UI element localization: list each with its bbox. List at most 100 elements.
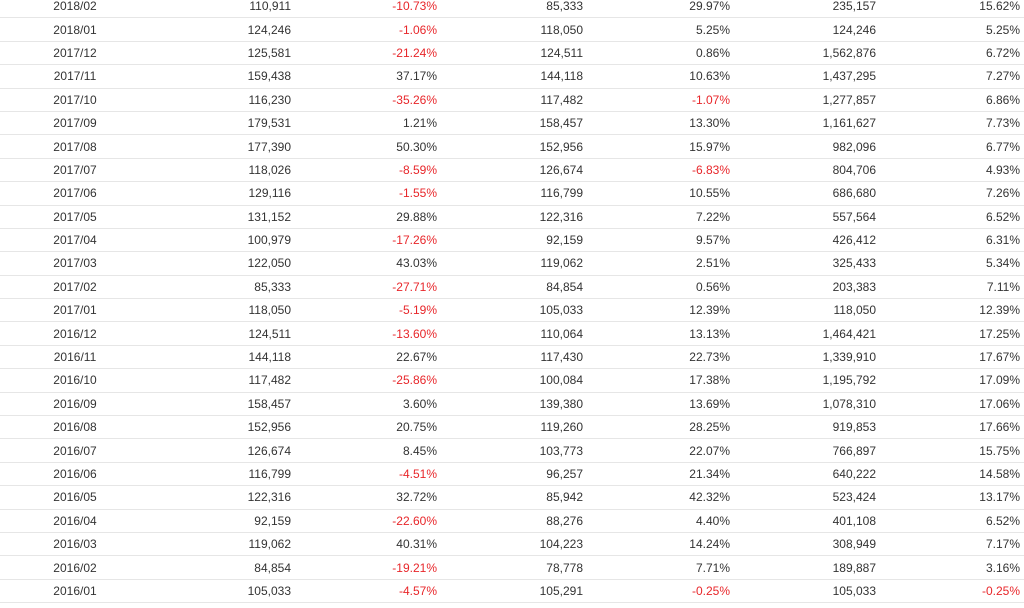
compare-change-cell: 29.97% [587,0,734,19]
cumulative-change-cell: 15.75% [880,438,1024,463]
compare-change-cell: -0.25% [587,579,734,604]
month-cell: 2016/03 [0,532,150,557]
compare-change-cell: 7.71% [587,555,734,580]
change-cell: 37.17% [295,64,441,89]
cumulative-change-cell: 17.06% [880,392,1024,417]
cumulative-change-cell: 17.66% [880,415,1024,440]
value-cell: 84,854 [150,555,295,580]
value-cell: 125,581 [150,41,295,66]
cumulative-cell: 557,564 [734,205,880,229]
value-cell: 105,033 [150,579,295,604]
table-row: 2018/02 110,911 -10.73% 85,333 29.97% 235,157… [0,0,1024,19]
cumulative-cell: 919,853 [734,415,880,440]
compare-value-cell: 103,773 [441,438,587,463]
change-cell: -4.51% [295,462,441,487]
value-cell: 126,674 [150,438,295,463]
table-row: 2016/10 117,482 -25.86% 100,084 17.38% 1,195,… [0,368,1024,393]
change-cell: -1.06% [295,17,441,42]
table-row: 2016/11 144,118 22.67% 117,430 22.73% 1,339,9… [0,345,1024,370]
month-cell: 2016/07 [0,438,150,463]
month-cell: 2016/02 [0,555,150,580]
table-row: 2017/11 159,438 37.17% 144,118 10.63% 1,437,2… [0,64,1024,89]
compare-value-cell: 119,062 [441,251,587,276]
change-cell: 20.75% [295,415,441,440]
compare-change-cell: -1.07% [587,88,734,112]
change-cell: 43.03% [295,251,441,276]
table-row: 2017/09 179,531 1.21% 158,457 13.30% 1,161,62… [0,111,1024,136]
change-cell: -1.55% [295,181,441,206]
table-row: 2017/08 177,390 50.30% 152,956 15.97% 982,096… [0,134,1024,159]
cumulative-cell: 982,096 [734,134,880,159]
compare-change-cell: 5.25% [587,17,734,42]
table-row: 2017/01 118,050 -5.19% 105,033 12.39% 118,050… [0,298,1024,323]
table-row: 2017/04 100,979 -17.26% 92,159 9.57% 426,412 6… [0,228,1024,253]
compare-value-cell: 100,084 [441,368,587,393]
cumulative-change-cell: 4.93% [880,158,1024,183]
table-row: 2017/06 129,116 -1.55% 116,799 10.55% 686,680… [0,181,1024,206]
change-cell: 32.72% [295,485,441,510]
table-row: 2017/12 125,581 -21.24% 124,511 0.86% 1,562,8… [0,41,1024,66]
cumulative-cell: 1,277,857 [734,88,880,112]
month-cell: 2018/02 [0,0,150,19]
cumulative-cell: 1,562,876 [734,41,880,66]
cumulative-change-cell: 12.39% [880,298,1024,323]
change-cell: 50.30% [295,134,441,159]
cumulative-change-cell: 6.31% [880,228,1024,253]
cumulative-cell: 1,161,627 [734,111,880,136]
month-cell: 2016/10 [0,368,150,393]
table-row: 2018/01 124,246 -1.06% 118,050 5.25% 124,246 5… [0,17,1024,42]
value-cell: 152,956 [150,415,295,440]
change-cell: -22.60% [295,509,441,533]
compare-value-cell: 105,291 [441,579,587,604]
month-cell: 2017/03 [0,251,150,276]
change-cell: -13.60% [295,321,441,346]
table-row: 2017/02 85,333 -27.71% 84,854 0.56% 203,383 7.… [0,275,1024,300]
compare-value-cell: 78,778 [441,555,587,580]
cumulative-change-cell: 5.25% [880,17,1024,42]
cumulative-cell: 124,246 [734,17,880,42]
table-row: 2016/07 126,674 8.45% 103,773 22.07% 766,897 1… [0,438,1024,463]
table-row: 2016/01 105,033 -4.57% 105,291 -0.25% 105,033… [0,579,1024,604]
compare-value-cell: 85,942 [441,485,587,510]
compare-change-cell: 21.34% [587,462,734,487]
compare-value-cell: 117,482 [441,88,587,112]
value-cell: 144,118 [150,345,295,370]
table-row: 2017/07 118,026 -8.59% 126,674 -6.83% 804,706… [0,158,1024,183]
month-cell: 2018/01 [0,17,150,42]
value-cell: 85,333 [150,275,295,300]
cumulative-cell: 426,412 [734,228,880,253]
compare-value-cell: 96,257 [441,462,587,487]
table-row: 2016/09 158,457 3.60% 139,380 13.69% 1,078,31… [0,392,1024,417]
value-cell: 116,799 [150,462,295,487]
compare-value-cell: 88,276 [441,509,587,533]
compare-value-cell: 105,033 [441,298,587,323]
compare-change-cell: 17.38% [587,368,734,393]
change-cell: -35.26% [295,88,441,112]
compare-change-cell: -6.83% [587,158,734,183]
compare-value-cell: 158,457 [441,111,587,136]
change-cell: -4.57% [295,579,441,604]
compare-value-cell: 152,956 [441,134,587,159]
compare-change-cell: 13.30% [587,111,734,136]
compare-change-cell: 10.55% [587,181,734,206]
cumulative-change-cell: 3.16% [880,555,1024,580]
cumulative-cell: 640,222 [734,462,880,487]
cumulative-cell: 189,887 [734,555,880,580]
compare-change-cell: 15.97% [587,134,734,159]
change-cell: -5.19% [295,298,441,323]
value-cell: 110,911 [150,0,295,19]
table-row: 2016/04 92,159 -22.60% 88,276 4.40% 401,108 6.… [0,509,1024,533]
month-cell: 2016/09 [0,392,150,417]
month-cell: 2017/08 [0,134,150,159]
cumulative-change-cell: 6.52% [880,205,1024,229]
value-cell: 118,050 [150,298,295,323]
cumulative-cell: 235,157 [734,0,880,19]
cumulative-cell: 118,050 [734,298,880,323]
month-cell: 2017/04 [0,228,150,253]
value-cell: 131,152 [150,205,295,229]
cumulative-cell: 105,033 [734,579,880,604]
month-cell: 2017/01 [0,298,150,323]
value-cell: 118,026 [150,158,295,183]
table-row: 2016/08 152,956 20.75% 119,260 28.25% 919,853… [0,415,1024,440]
